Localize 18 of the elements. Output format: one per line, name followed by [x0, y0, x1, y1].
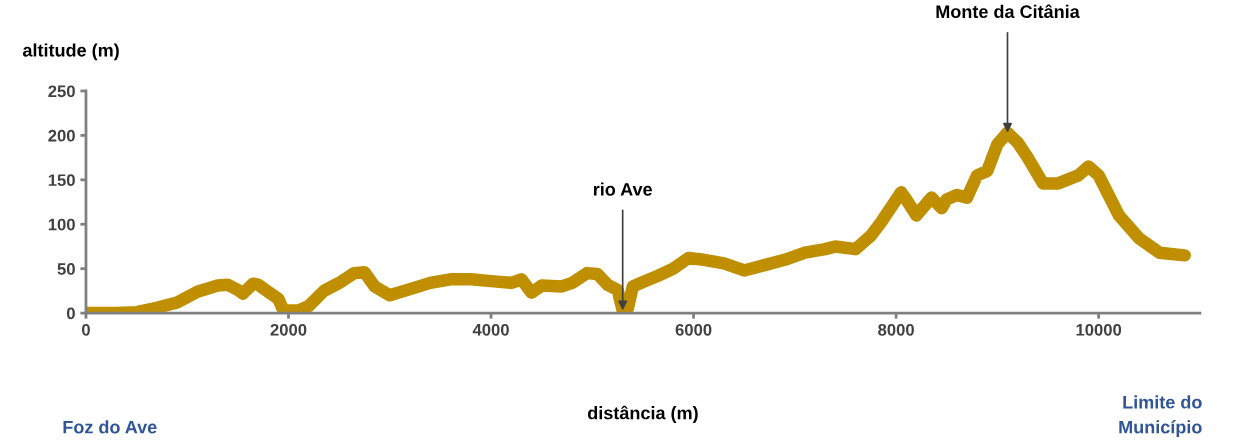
text: Foz do Ave: [63, 420, 157, 434]
y-tick-label: 250: [48, 85, 75, 98]
annotation: Monte da Citânia: [936, 4, 1080, 19]
annotation: rio Ave: [593, 182, 652, 196]
x-tick-label: 2000: [270, 323, 307, 336]
x-tick-label: 8000: [878, 323, 914, 336]
x-tick-label: 0: [82, 323, 90, 336]
y-tick-label: 50: [57, 263, 75, 275]
x-tick-label: 6000: [675, 323, 712, 336]
y-tick-label: 200: [48, 129, 75, 142]
y-tick-label: 0: [66, 307, 75, 320]
text: Limite do Município: [1119, 395, 1202, 438]
x-axis-title: distância (m): [588, 405, 698, 423]
x-tick-label: 4000: [472, 323, 509, 336]
x-tick-label: 10000: [1076, 323, 1122, 336]
y-tick-label: 100: [48, 218, 75, 231]
y-tick-label: 150: [48, 174, 75, 187]
y-axis-title: altitude (m): [22, 43, 119, 61]
